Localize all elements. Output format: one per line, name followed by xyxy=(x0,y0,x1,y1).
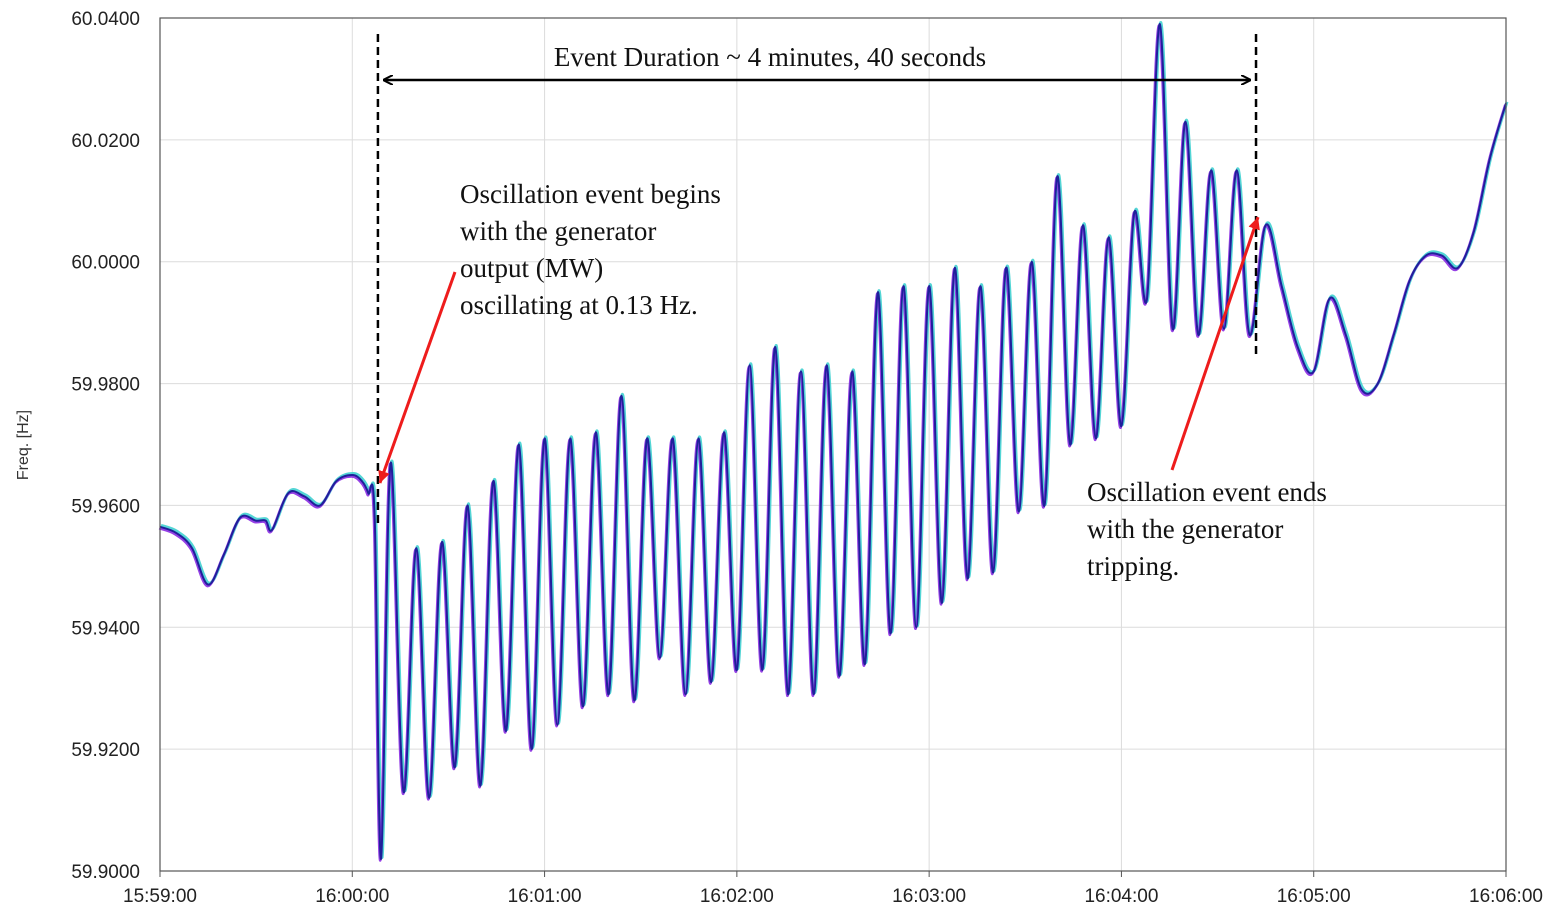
y-tick-label: 59.9800 xyxy=(71,375,140,396)
event-end-line-2: with the generator xyxy=(1087,514,1283,544)
x-tick-label: 16:02:00 xyxy=(700,886,774,907)
event-end-arrow xyxy=(1170,216,1260,471)
series-line-cyan xyxy=(160,21,1509,859)
y-tick-label: 60.0200 xyxy=(71,131,140,152)
x-tick-label: 16:03:00 xyxy=(892,886,966,907)
plot-frame xyxy=(159,17,1507,872)
event-begin-line-4: oscillating at 0.13 Hz. xyxy=(460,290,698,320)
y-tick-label: 59.9200 xyxy=(71,740,140,761)
y-tick-labels: 59.9000 59.9200 59.9400 59.9600 59.9800 60.00… xyxy=(71,9,140,883)
x-tick-label: 16:06:00 xyxy=(1469,886,1543,907)
duration-label: Event Duration ~ 4 minutes, 40 seconds xyxy=(554,42,986,72)
series-line-navy xyxy=(159,23,1507,860)
y-tick-label: 59.9400 xyxy=(71,618,140,639)
x-tick-label: 16:04:00 xyxy=(1084,886,1158,907)
annotations xyxy=(376,34,1260,525)
y-axis-label: Freq. [Hz] xyxy=(15,410,32,480)
y-tick-label: 60.0400 xyxy=(71,9,140,30)
x-tick-label: 16:00:00 xyxy=(315,886,389,907)
y-tick-label: 60.0000 xyxy=(71,253,140,274)
x-tick-labels: 15:59:00 16:00:00 16:01:00 16:02:00 16:03:00… xyxy=(123,886,1543,907)
series-lines xyxy=(158,21,1509,862)
y-tick-label: 59.9000 xyxy=(71,862,140,883)
x-tick-label: 16:05:00 xyxy=(1277,886,1351,907)
event-begin-line-1: Oscillation event begins xyxy=(460,179,721,209)
event-begin-note: Oscillation event begins with the genera… xyxy=(460,179,728,320)
event-begin-line-3: output (MW) xyxy=(460,253,603,283)
x-tick-label: 15:59:00 xyxy=(123,886,197,907)
event-end-line-3: tripping. xyxy=(1087,551,1179,581)
event-end-note: Oscillation event ends with the generato… xyxy=(1087,477,1334,581)
x-tick-label: 16:01:00 xyxy=(508,886,582,907)
event-begin-line-2: with the generator xyxy=(460,216,656,246)
event-end-line-1: Oscillation event ends xyxy=(1087,477,1327,507)
event-begin-arrow xyxy=(378,271,457,484)
y-tick-label: 59.9600 xyxy=(71,496,140,517)
